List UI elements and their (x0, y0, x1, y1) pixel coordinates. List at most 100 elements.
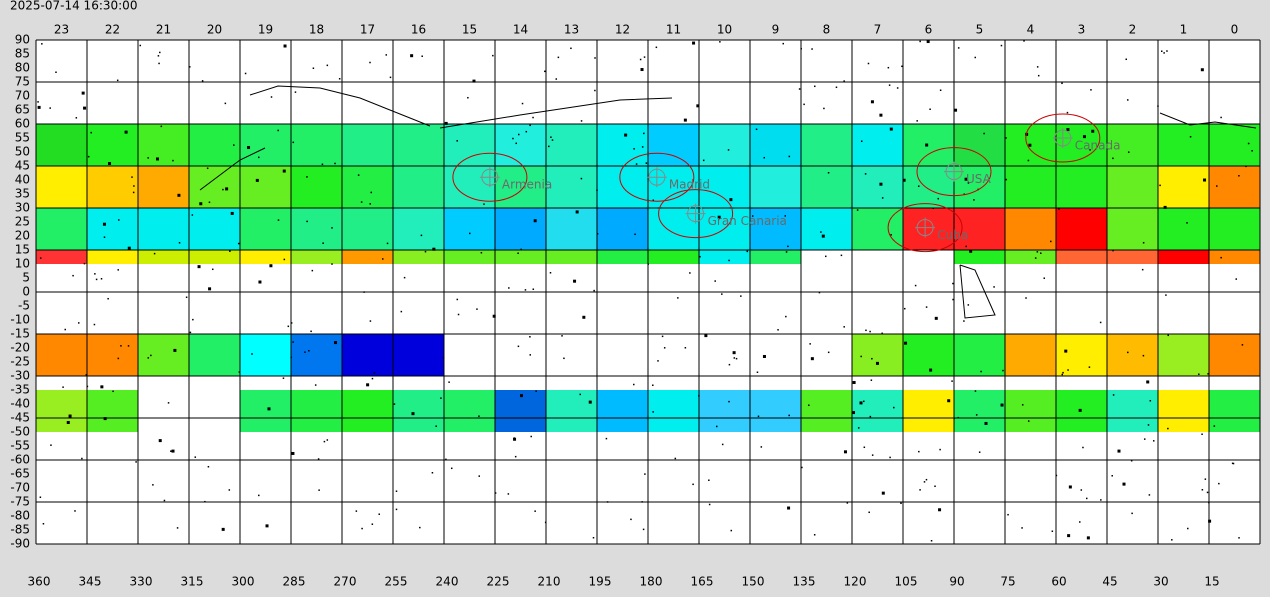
star (369, 61, 371, 64)
heat-cell (954, 390, 1006, 432)
star (255, 178, 259, 182)
star (633, 148, 635, 150)
star (81, 91, 85, 95)
x-tick-label: 345 (79, 575, 102, 589)
star (270, 96, 273, 98)
heat-cell (291, 166, 343, 208)
star (889, 127, 893, 131)
star (708, 479, 710, 481)
heat-cell (546, 208, 598, 250)
star (1142, 354, 1145, 357)
star (103, 417, 107, 421)
hour-label: 3 (1078, 23, 1086, 37)
star (939, 448, 941, 451)
star (194, 456, 197, 458)
star (1160, 50, 1163, 52)
star (199, 202, 203, 206)
star (95, 278, 98, 281)
star (1080, 489, 1083, 491)
x-tick-label: 255 (385, 575, 408, 589)
star (730, 529, 733, 532)
constellation-line (1159, 112, 1257, 129)
heat-cell (597, 390, 649, 432)
star (938, 508, 942, 512)
star (326, 439, 329, 441)
heat-cell (1005, 390, 1057, 432)
star (393, 403, 396, 405)
star (840, 254, 843, 257)
heat-cell (444, 166, 496, 208)
star (147, 157, 149, 159)
star (1036, 251, 1039, 253)
star (189, 331, 192, 334)
star (157, 55, 160, 57)
heat-cell (393, 124, 445, 166)
star (1000, 44, 1003, 47)
star (373, 372, 376, 374)
heat-cell (1107, 250, 1159, 264)
star (410, 54, 414, 58)
star (42, 523, 45, 525)
star (117, 357, 120, 360)
star (863, 446, 866, 449)
star (721, 443, 724, 446)
star (856, 209, 859, 211)
star (939, 89, 942, 91)
star (170, 450, 172, 452)
star (518, 133, 520, 136)
star (642, 528, 645, 531)
star (901, 65, 903, 68)
star (852, 411, 856, 415)
star (37, 101, 39, 103)
star (1090, 89, 1092, 91)
star (640, 68, 644, 72)
heat-cell (393, 390, 445, 432)
star (158, 62, 160, 65)
star (881, 491, 885, 495)
star (900, 502, 902, 505)
star (644, 473, 646, 475)
y-tick-label: -5 (18, 299, 30, 313)
star (926, 40, 930, 44)
heat-cell (750, 166, 802, 208)
heat-cell (597, 124, 649, 166)
star (1220, 256, 1222, 259)
star (1163, 205, 1167, 209)
star (131, 176, 133, 178)
star (233, 144, 235, 146)
heat-cell (852, 124, 904, 166)
hour-label: 23 (54, 23, 69, 37)
star (594, 57, 596, 59)
star (292, 141, 295, 144)
star (641, 146, 644, 148)
y-tick-label: 25 (15, 215, 30, 229)
heat-cell (189, 166, 241, 208)
star (118, 219, 120, 221)
star (1061, 82, 1063, 85)
star (156, 157, 160, 161)
star (1235, 278, 1237, 280)
star (400, 310, 403, 313)
star (809, 343, 811, 345)
y-tick-label: -15 (10, 327, 30, 341)
star (306, 176, 308, 178)
star (331, 263, 333, 265)
star (318, 489, 320, 491)
star (107, 297, 109, 300)
star (228, 489, 231, 491)
star (555, 78, 558, 80)
star (925, 478, 928, 481)
heat-cell (87, 208, 139, 250)
heat-cell (1158, 250, 1210, 264)
star (630, 518, 632, 521)
heat-cell (495, 208, 547, 250)
heat-cell (648, 208, 700, 250)
heat-cell (852, 390, 904, 432)
star (386, 242, 389, 245)
star (371, 523, 374, 525)
star (548, 145, 550, 148)
heat-cell (138, 208, 190, 250)
star (310, 330, 312, 333)
heat-cell (1056, 250, 1108, 264)
star (859, 401, 863, 405)
